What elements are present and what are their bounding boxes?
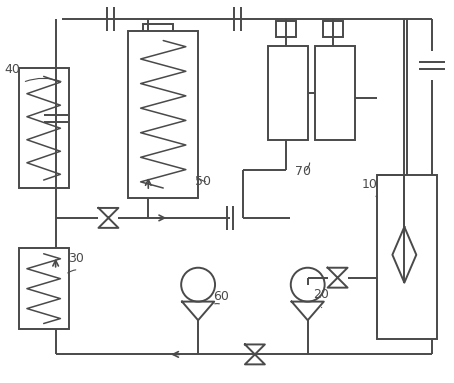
Text: 50: 50 — [195, 175, 211, 188]
Text: 70: 70 — [295, 165, 311, 178]
Bar — [143, 24, 173, 41]
Bar — [19, 248, 69, 329]
Bar — [276, 21, 296, 36]
Bar — [268, 46, 308, 140]
Text: 40: 40 — [5, 64, 21, 77]
Bar — [128, 31, 198, 198]
Text: 60: 60 — [213, 290, 229, 303]
Text: 20: 20 — [313, 288, 329, 301]
Text: 30: 30 — [69, 252, 84, 265]
Text: 10: 10 — [361, 178, 377, 191]
Bar — [323, 21, 343, 36]
Bar — [315, 46, 355, 140]
Bar — [377, 175, 437, 339]
Bar — [19, 69, 69, 188]
